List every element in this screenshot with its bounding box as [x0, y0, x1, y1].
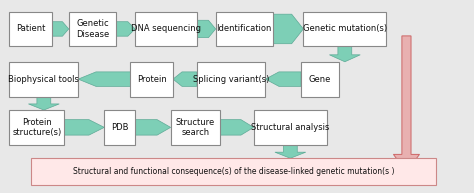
Text: Structural analysis: Structural analysis: [251, 123, 329, 132]
Text: Protein
structure(s): Protein structure(s): [12, 118, 61, 137]
Text: Genetic
Disease: Genetic Disease: [76, 19, 109, 39]
FancyBboxPatch shape: [303, 12, 386, 46]
FancyBboxPatch shape: [135, 12, 197, 46]
FancyBboxPatch shape: [104, 110, 135, 145]
Polygon shape: [116, 22, 135, 36]
FancyBboxPatch shape: [171, 110, 220, 145]
Polygon shape: [197, 20, 216, 38]
FancyBboxPatch shape: [9, 110, 64, 145]
Polygon shape: [265, 72, 301, 86]
Polygon shape: [329, 46, 360, 62]
FancyBboxPatch shape: [254, 110, 327, 145]
Text: PDB: PDB: [111, 123, 128, 132]
Text: Structure
search: Structure search: [176, 118, 215, 137]
FancyBboxPatch shape: [9, 12, 52, 46]
Polygon shape: [52, 22, 69, 36]
FancyBboxPatch shape: [197, 62, 265, 96]
Text: Identification: Identification: [217, 25, 272, 33]
Polygon shape: [275, 145, 306, 158]
Polygon shape: [64, 120, 104, 135]
FancyBboxPatch shape: [31, 158, 436, 185]
Text: Structural and functional consequence(s) of the disease-linked genetic mutation(: Structural and functional consequence(s)…: [73, 167, 394, 176]
FancyBboxPatch shape: [130, 62, 173, 96]
Text: Genetic mutation(s): Genetic mutation(s): [303, 25, 387, 33]
Text: DNA sequencing: DNA sequencing: [131, 25, 201, 33]
Text: Gene: Gene: [309, 75, 331, 84]
FancyBboxPatch shape: [9, 62, 78, 96]
Polygon shape: [393, 36, 419, 172]
Text: Patient: Patient: [16, 25, 46, 33]
Polygon shape: [273, 14, 303, 44]
Polygon shape: [135, 120, 171, 135]
FancyBboxPatch shape: [216, 12, 273, 46]
Polygon shape: [173, 72, 197, 86]
FancyBboxPatch shape: [301, 62, 339, 96]
FancyBboxPatch shape: [69, 12, 116, 46]
Text: Splicing variant(s): Splicing variant(s): [193, 75, 269, 84]
Text: Biophysical tools: Biophysical tools: [9, 75, 79, 84]
Polygon shape: [28, 96, 59, 110]
Text: Protein: Protein: [137, 75, 166, 84]
Polygon shape: [220, 120, 254, 135]
Polygon shape: [78, 72, 130, 86]
